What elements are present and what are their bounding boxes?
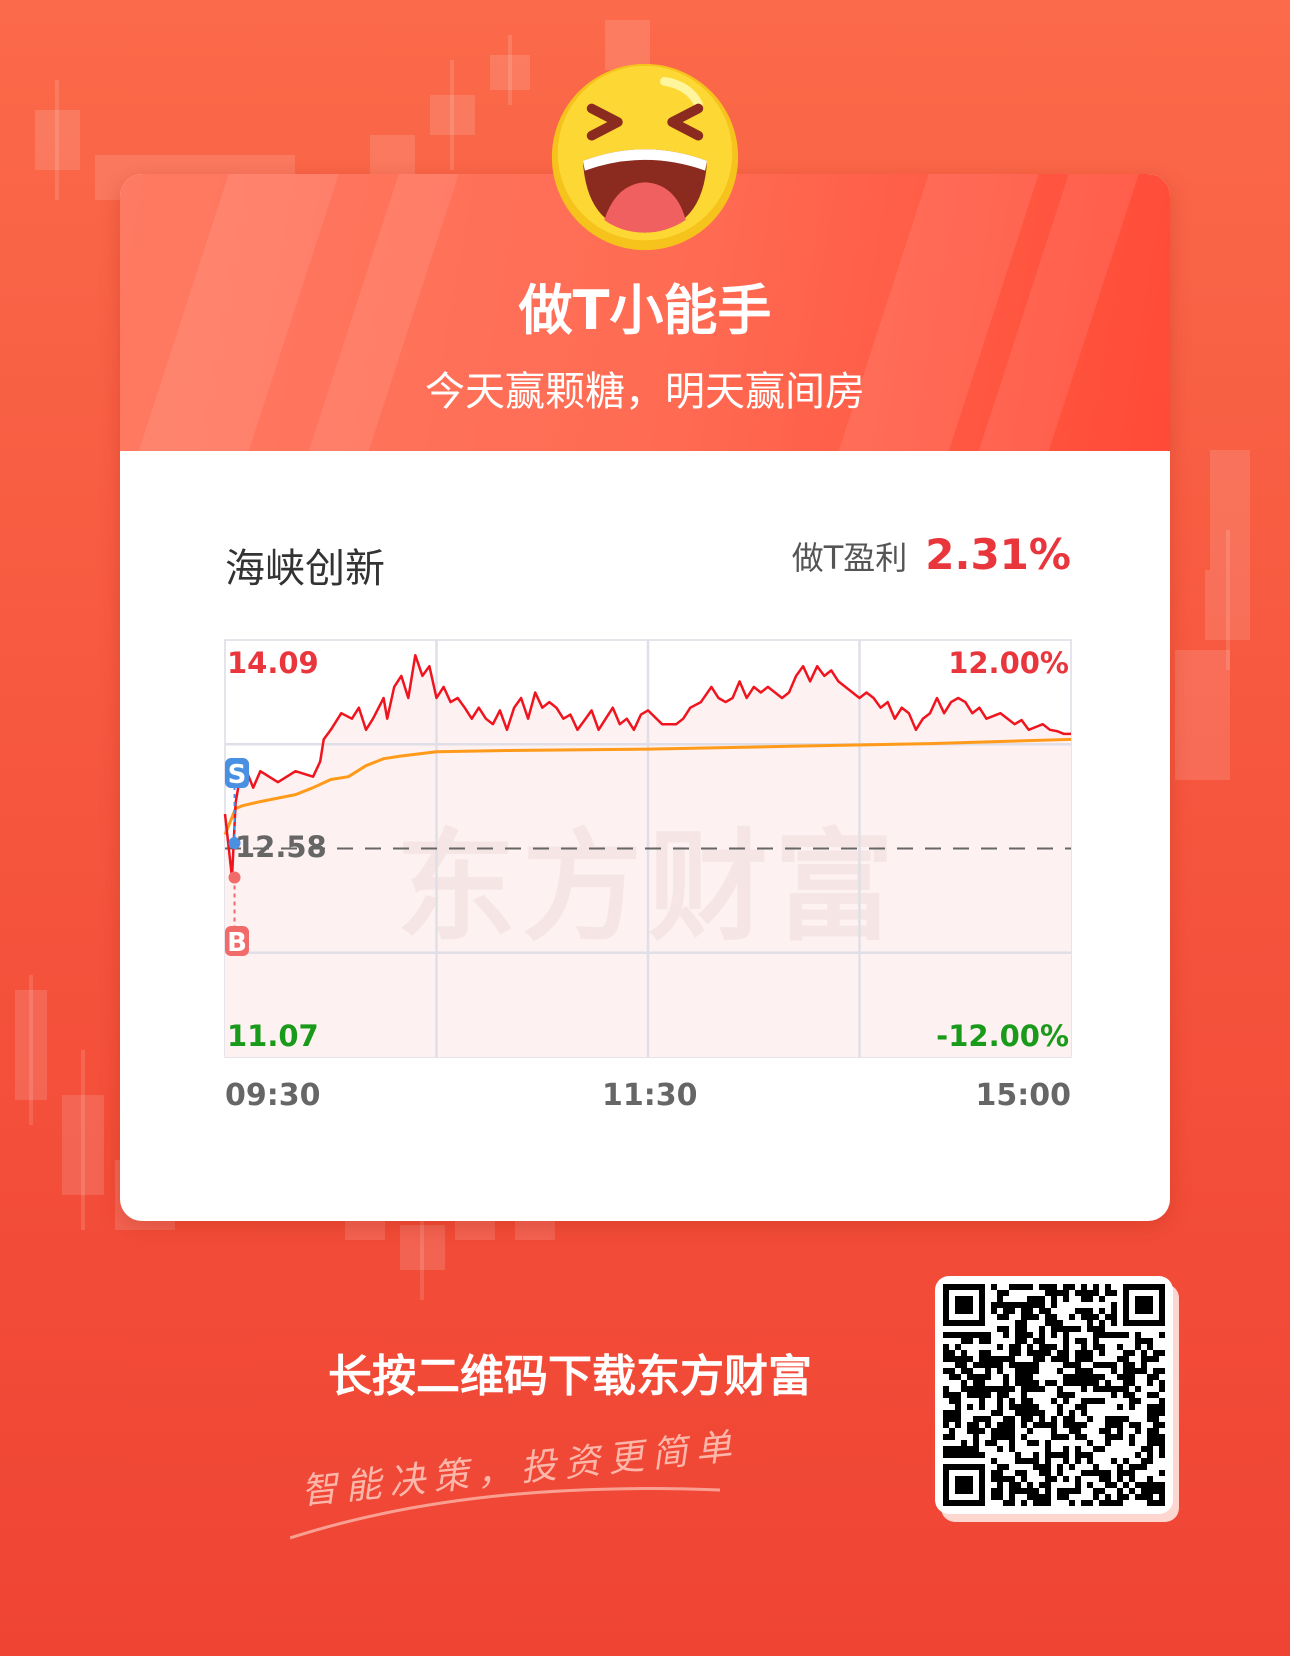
profit-value: 2.31% bbox=[925, 530, 1071, 579]
qr-code-icon bbox=[943, 1284, 1165, 1506]
slogan-underline bbox=[290, 1487, 721, 1540]
buy-marker-badge bbox=[225, 926, 249, 956]
y-label-top-right: 12.00% bbox=[948, 646, 1069, 680]
y-label-bottom-left: 11.07 bbox=[227, 1019, 319, 1053]
stock-name: 海峡创新 bbox=[225, 546, 385, 592]
y-label-mid: 12.58 bbox=[235, 830, 327, 864]
page-subtitle: 今天赢颗糖，明天赢间房 bbox=[425, 369, 865, 415]
y-label-bottom-right: -12.00% bbox=[936, 1019, 1069, 1053]
qr-code[interactable] bbox=[935, 1276, 1173, 1514]
profit-summary: 做T盈利 2.31% bbox=[792, 530, 1071, 579]
result-card: 做T小能手 今天赢颗糖，明天赢间房 海峡创新 做T盈利 2.31% 东方财富 S B… bbox=[120, 174, 1170, 1221]
download-prompt: 长按二维码下载东方财富 bbox=[328, 1351, 812, 1402]
watermark: 东方财富 bbox=[396, 819, 900, 958]
x-tick-label: 09:30 bbox=[225, 1078, 321, 1113]
sell-marker-label: S bbox=[228, 760, 247, 790]
average-price-line bbox=[223, 737, 1072, 836]
buy-marker-label: B bbox=[227, 928, 247, 958]
x-tick-label: 15:00 bbox=[975, 1078, 1072, 1113]
y-label-top-left: 14.09 bbox=[227, 646, 319, 680]
intraday-chart: 东方财富 S B 14.09 12.00% 12.58 11.07 -12.00% bbox=[223, 639, 1072, 1058]
price-line bbox=[223, 653, 1071, 879]
trade-point-s bbox=[228, 836, 241, 849]
chart-canvas: 东方财富 S B bbox=[223, 639, 1072, 1058]
page-title: 做T小能手 bbox=[518, 279, 772, 342]
laughing-face-icon bbox=[551, 63, 739, 251]
x-tick-label: 11:30 bbox=[602, 1078, 698, 1113]
trade-point-b bbox=[228, 871, 241, 884]
profit-label: 做T盈利 bbox=[791, 539, 908, 577]
sell-marker-badge bbox=[225, 758, 249, 788]
